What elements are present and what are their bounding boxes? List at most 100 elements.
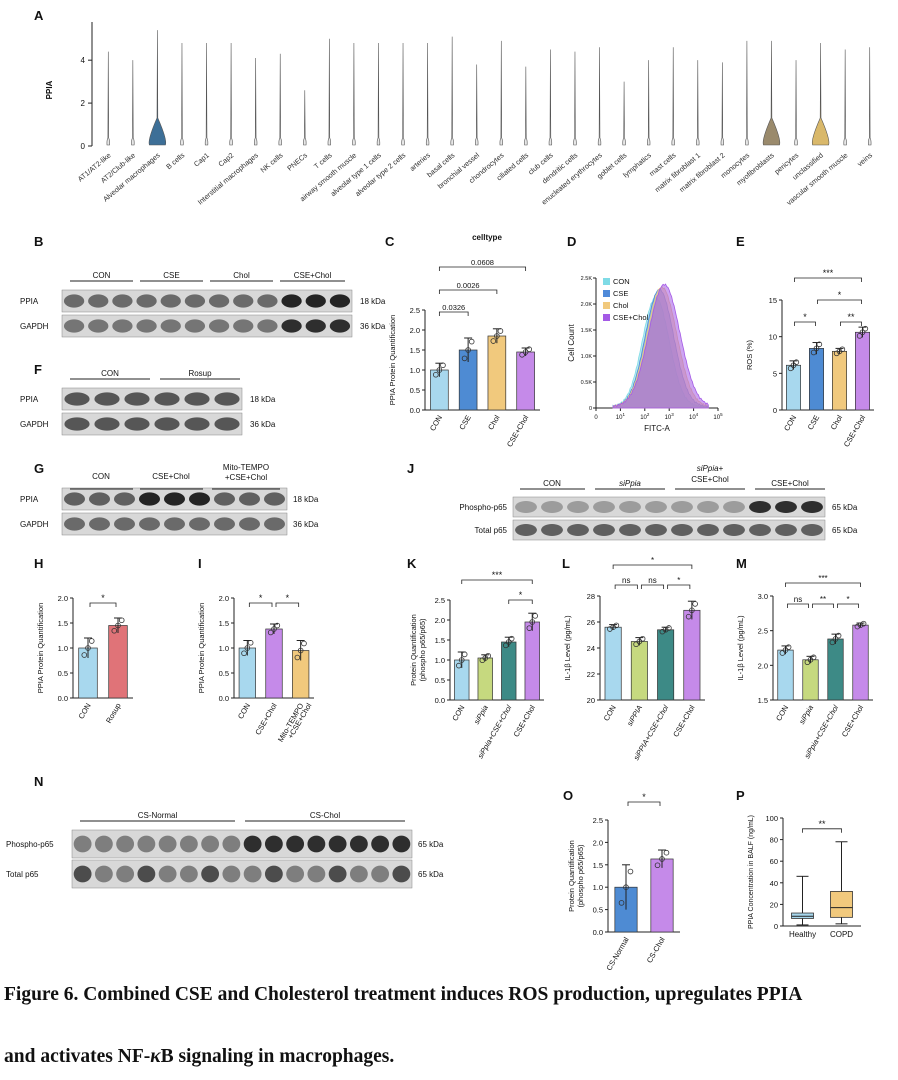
significance-bracket [812, 603, 834, 608]
blot-band [541, 524, 563, 536]
bar-y-label-H: PPIA Protein Quantification [36, 603, 45, 693]
panel-letter-n: N [34, 774, 43, 789]
blot-band [201, 835, 220, 853]
data-point [297, 647, 304, 654]
significance-label: * [846, 595, 849, 604]
bar-C-3 [516, 351, 535, 411]
bar-y-tick-label: 1.5 [410, 346, 420, 355]
blot-band [281, 294, 302, 308]
blot-band [233, 294, 254, 308]
hist-y-tick-label: 2.5K [581, 276, 593, 282]
hist-y-tick-label: 1.5K [581, 328, 593, 334]
bar-y-tick-label: 0 [773, 406, 777, 415]
hist-x-tick-label: 0 [594, 415, 598, 421]
blot-band [94, 865, 113, 883]
blot-band [184, 319, 206, 333]
blot-group-label: CSE [163, 271, 179, 280]
data-point [790, 362, 797, 369]
blot-band [139, 517, 160, 531]
data-point [301, 640, 307, 647]
blot-band [329, 294, 351, 308]
blot-band [214, 517, 235, 531]
blot-band [264, 517, 285, 531]
blot-band [179, 835, 198, 853]
hist-x-tick-label: 105 [713, 412, 723, 421]
hist-x-label: FITC-A [644, 424, 670, 433]
data-point [458, 657, 465, 663]
blot-band [775, 501, 797, 513]
violin-21 [622, 81, 626, 146]
data-point [627, 868, 634, 875]
blot-band [349, 835, 368, 853]
blot-group-label: Mito-TEMPO [223, 463, 269, 472]
legend-swatch [603, 302, 610, 309]
data-point [440, 362, 446, 369]
blot-band [671, 524, 693, 536]
blot-group-label: CS-Chol [310, 811, 340, 820]
violin-28 [794, 60, 798, 146]
blot-band [305, 294, 326, 308]
bar-M-2 [827, 638, 844, 701]
blot-band [112, 319, 133, 333]
bar-category-label: CS-Chol [645, 935, 667, 964]
data-point [862, 325, 869, 332]
blot-band [112, 294, 133, 308]
data-point [529, 619, 536, 625]
bar-y-tick-label: 0.5 [410, 386, 420, 395]
data-point [436, 367, 443, 373]
significance-bracket [802, 828, 842, 833]
blot-band [697, 524, 719, 536]
significance-bracket [640, 584, 665, 589]
blot-band [88, 319, 109, 333]
data-point [241, 650, 247, 657]
blot-band [281, 319, 302, 333]
bar-category-label: Chol [829, 413, 845, 431]
box-category-label: Healthy [789, 930, 816, 939]
bar-y-tick-label: 1.5 [758, 696, 768, 705]
bar-y-tick-label: 22 [587, 670, 595, 679]
blot-band [749, 501, 771, 513]
blot-band [154, 392, 180, 406]
bar-M-0 [777, 649, 794, 701]
blot-kda-label: 18 kDa [360, 297, 386, 306]
data-point [662, 626, 669, 633]
data-point [633, 641, 639, 648]
blot-band [305, 319, 326, 333]
significance-bracket [438, 311, 469, 316]
blot-band [164, 492, 185, 506]
panel-letter-g: G [34, 461, 44, 476]
significance-bracket [785, 582, 861, 587]
blot-group-label: Chol [233, 271, 250, 280]
box-y-tick-label: 80 [770, 836, 778, 845]
violin-9 [327, 38, 331, 146]
blot-band [201, 865, 220, 883]
data-point [522, 349, 529, 355]
blot-band [184, 294, 206, 308]
box-0 [791, 912, 814, 919]
data-point [532, 613, 538, 619]
legend-label: CON [613, 277, 630, 286]
blot-band [286, 865, 305, 883]
bar-y-tick-label: 1.0 [435, 656, 445, 665]
panel-letter-b: B [34, 234, 43, 249]
panel-letter-d: D [567, 234, 576, 249]
panel-letter-l: L [562, 556, 570, 571]
data-point [787, 365, 794, 372]
blot-band [222, 835, 241, 853]
hist-y-tick-label: 0.5K [581, 380, 593, 386]
data-point [663, 849, 670, 856]
significance-bracket [248, 602, 273, 607]
blot-band [114, 517, 135, 531]
significance-label: 0.0326 [442, 303, 465, 312]
significance-bracket [794, 321, 816, 326]
significance-label: * [286, 593, 290, 603]
data-point [115, 622, 121, 629]
data-point [856, 333, 863, 339]
blot-group-label: CSE+Chol [152, 472, 190, 481]
blot-band [567, 524, 589, 536]
blot-band [160, 294, 181, 308]
violin-3 [180, 43, 184, 146]
violin-4 [204, 43, 209, 146]
data-point [456, 662, 462, 669]
violin-15 [475, 64, 479, 146]
